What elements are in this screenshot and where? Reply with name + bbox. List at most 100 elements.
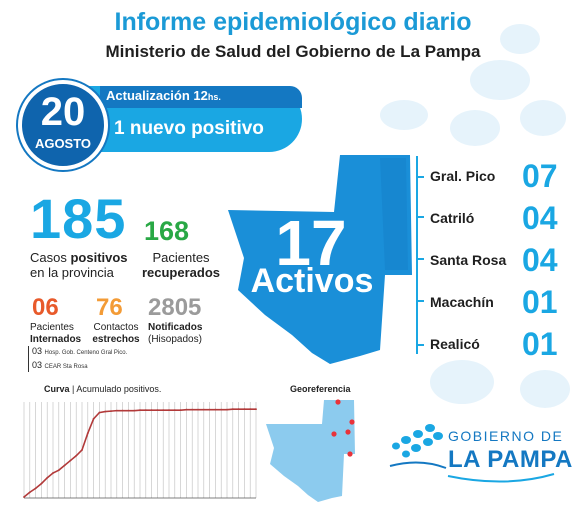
city-tick [416, 176, 424, 178]
page-title: Informe epidemiológico diario [114, 8, 472, 36]
city-count: 04 [522, 200, 558, 236]
city-bracket [416, 156, 426, 354]
bg-bubble [380, 100, 428, 130]
logo-line1: GOBIERNO DE [448, 428, 564, 444]
breakdown-row: 03 Hosp. Gob. Centeno Gral Pico. [32, 346, 128, 356]
breakdown-row: 03 CEAR Sta Rosa [32, 360, 88, 370]
date-badge [18, 80, 108, 170]
curve-chart [23, 402, 257, 499]
city-name: Macachín [430, 294, 494, 310]
data-point [104, 410, 107, 413]
city-tick [416, 344, 424, 346]
data-point [133, 409, 136, 412]
total-cases-value: 185 [30, 187, 127, 250]
contacts-label-bold: estrechos [92, 334, 140, 345]
data-point [139, 409, 141, 412]
data-point [92, 417, 95, 420]
data-point [237, 408, 240, 411]
location-dot [335, 399, 341, 405]
data-point [63, 464, 66, 467]
data-point [179, 409, 182, 412]
georef-shape [266, 400, 355, 502]
bg-bubble [500, 24, 540, 54]
data-point [214, 408, 217, 411]
data-point [249, 408, 252, 411]
contacts-value: 76 [96, 294, 123, 321]
breakdown-place: Hosp. Gob. Centeno Gral Pico. [44, 350, 128, 356]
gov-logo-icon [389, 424, 447, 469]
data-point [98, 411, 101, 414]
province-shape [228, 155, 412, 364]
city-count: 04 [522, 242, 558, 278]
data-point [156, 409, 159, 412]
notified-label: Notificados (Hisopados) [148, 322, 203, 345]
total-cases-label: Casos positivos en la provincia [30, 250, 128, 280]
logo-line2: LA PAMPA [448, 446, 573, 473]
city-count: 01 [522, 326, 558, 362]
city-count: 07 [522, 158, 558, 194]
georef-map [266, 399, 355, 502]
page-subtitle: Ministerio de Salud del Gobierno de La P… [105, 42, 481, 61]
data-point [144, 409, 147, 412]
data-point [185, 408, 188, 411]
data-point [69, 459, 72, 462]
data-point [173, 409, 176, 412]
total-cases-label-bold: positivos [70, 250, 128, 265]
data-point [110, 410, 112, 413]
location-dot [345, 429, 351, 435]
data-point [255, 408, 257, 411]
data-point [81, 449, 83, 451]
city-name: Realicó [430, 336, 480, 352]
recovered-label: Pacientes recuperados [141, 250, 221, 280]
data-point [127, 409, 130, 412]
date-month: AGOSTO [34, 136, 92, 151]
data-point [208, 408, 211, 411]
new-positive-text: 1 nuevo positivo [114, 118, 264, 139]
hospitalized-value: 06 [32, 294, 59, 321]
city-tick [416, 258, 424, 260]
data-point [231, 408, 234, 411]
data-point [191, 408, 194, 411]
update-label: Actualización 12hs. [106, 88, 221, 103]
date-day: 20 [40, 90, 86, 134]
data-point [115, 409, 118, 412]
location-dot [347, 451, 353, 457]
notified-label-line2: (Hisopados) [148, 334, 202, 345]
data-point [52, 472, 54, 474]
bg-bubble [450, 110, 500, 146]
city-name: Santa Rosa [430, 252, 507, 268]
contacts-label: Contactos estrechos [92, 322, 140, 345]
data-point [40, 482, 43, 485]
breakdown-place: CEAR Sta Rosa [44, 364, 88, 370]
data-point [168, 409, 170, 412]
breakdown-divider [28, 346, 29, 372]
bg-bubble [520, 370, 570, 408]
notified-value: 2805 [148, 294, 202, 321]
province-map [228, 155, 412, 364]
total-cases-label-line2: en la provincia [30, 265, 114, 280]
location-dot [331, 431, 337, 437]
bg-bubble [470, 60, 530, 100]
recovered-label-bold: recuperados [141, 265, 221, 280]
data-point [121, 409, 124, 412]
city-tick [416, 300, 424, 302]
chart-title: Curva | Acumulado positivos. [44, 384, 162, 394]
data-point [226, 408, 228, 411]
data-point [197, 408, 199, 411]
data-point [243, 408, 246, 411]
recovered-value: 168 [144, 216, 190, 246]
data-point [34, 487, 37, 490]
data-point [202, 408, 205, 411]
bg-bubble [520, 100, 566, 136]
data-point [46, 476, 49, 479]
hospitalized-label-bold: Internados [30, 334, 82, 345]
active-value: 17 [275, 207, 347, 279]
city-name: Gral. Pico [430, 168, 496, 184]
chart-title-rest: | Acumulado positivos. [69, 384, 162, 394]
update-unit: hs. [207, 92, 221, 102]
active-label: Activos [250, 262, 374, 300]
logo-swoosh [447, 473, 555, 483]
data-point [28, 491, 31, 494]
update-banner-top [100, 86, 302, 108]
data-point [75, 454, 78, 457]
